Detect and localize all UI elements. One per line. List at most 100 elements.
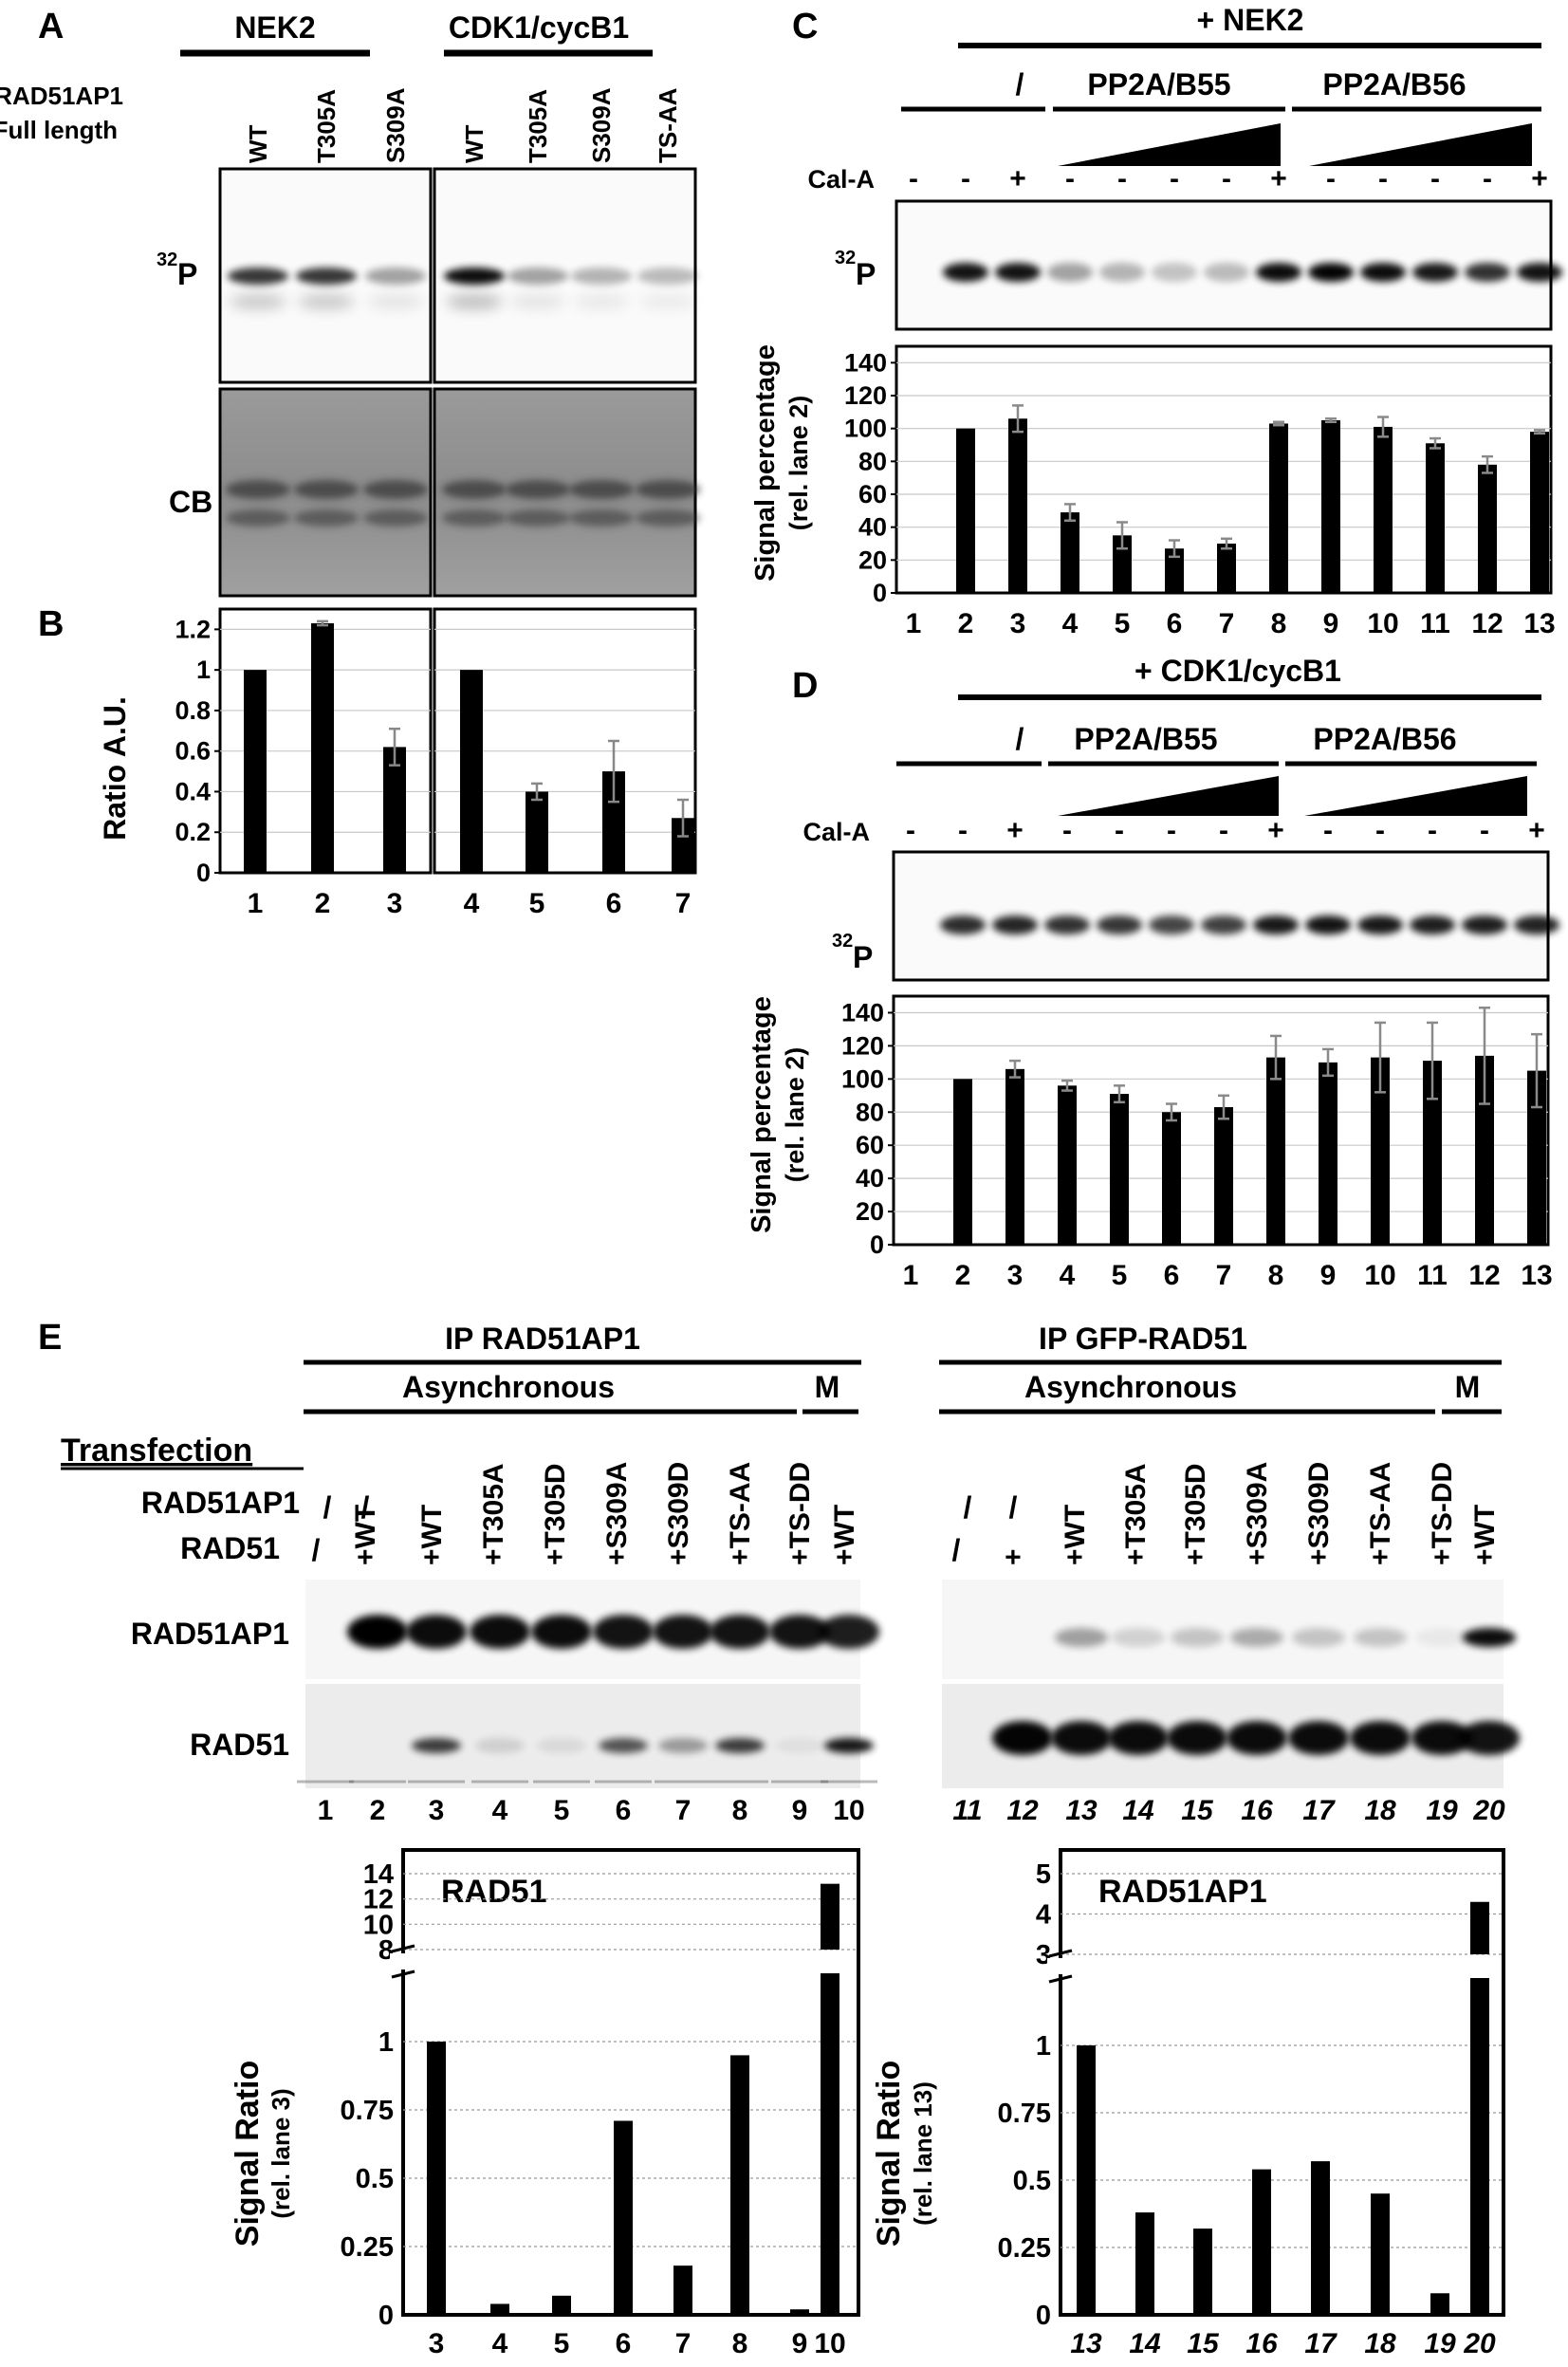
panel-a: A NEK2 CDK1/cycB1 GST-RAD51AP1 Full leng… bbox=[0, 7, 700, 598]
band-32p bbox=[992, 915, 1038, 934]
panel-e-transfection-right: ///+ +WT +T305A +T305D +S309A +S309D +TS-AA +TS… bbox=[952, 1462, 1501, 1567]
cal-sign: + bbox=[1270, 163, 1287, 194]
lane-number: 4 bbox=[492, 1795, 508, 1826]
cal-sign: + bbox=[1267, 815, 1284, 846]
band-e-ap1 bbox=[819, 1615, 879, 1649]
panel-d-wedge-b56 bbox=[1304, 776, 1527, 816]
transfection-rad51-label: / bbox=[952, 1533, 961, 1567]
bar bbox=[1008, 418, 1027, 593]
band-e-rad51 bbox=[1167, 1721, 1227, 1755]
lane-number: 10 bbox=[833, 1795, 864, 1826]
band-e-ap1 bbox=[1171, 1628, 1224, 1647]
lane-number: 7 bbox=[675, 1795, 692, 1826]
y-tick-label: 0.75 bbox=[998, 2099, 1051, 2129]
band-32p bbox=[1360, 263, 1406, 282]
panel-e-m-right: M bbox=[1455, 1370, 1481, 1404]
band-e-ap1 bbox=[710, 1615, 770, 1649]
x-tick-label: 20 bbox=[1463, 2328, 1496, 2359]
bar bbox=[1478, 464, 1497, 593]
lane-label-a-left: T305A bbox=[312, 89, 341, 163]
panel-e-label: E bbox=[38, 1318, 62, 1358]
axis-break-mark bbox=[1048, 1974, 1073, 1984]
band-e-ap1 bbox=[1055, 1628, 1108, 1647]
band-cb bbox=[363, 480, 428, 499]
blot-e-label-ap1: RAD51AP1 bbox=[131, 1617, 289, 1651]
band-e-rad51 bbox=[775, 1738, 824, 1753]
cal-sign: - bbox=[1062, 815, 1072, 846]
cal-sign: - bbox=[1323, 815, 1333, 846]
cal-sign: - bbox=[1378, 163, 1388, 194]
x-tick-label: 7 bbox=[1219, 608, 1235, 639]
band-e-rad51 bbox=[537, 1738, 586, 1753]
bar bbox=[460, 670, 483, 873]
bar bbox=[383, 747, 406, 873]
panel-c: C + NEK2 / PP2A/B55 PP2A/B56 Cal-A - - + - -… bbox=[750, 3, 1562, 639]
bar bbox=[1005, 1068, 1024, 1245]
transfection-rad51-label: +TS-DD bbox=[784, 1462, 816, 1565]
band-32p bbox=[1462, 915, 1507, 934]
cal-sign: + bbox=[1528, 815, 1545, 846]
axis-break-mark bbox=[391, 1944, 415, 1953]
lane-number: 9 bbox=[792, 1795, 808, 1826]
bar bbox=[1426, 443, 1445, 593]
band-32p bbox=[1517, 263, 1562, 282]
lane-number: 16 bbox=[1241, 1795, 1273, 1826]
bar bbox=[790, 2309, 809, 2315]
cal-sign: - bbox=[1222, 163, 1231, 194]
axis-break-mark bbox=[391, 1969, 415, 1979]
y-tick-label: 8 bbox=[378, 1935, 394, 1966]
cal-sign: - bbox=[1428, 815, 1437, 846]
panel-a-lane-labels: WT T305A S309A WT T305A S309A TS-AA bbox=[244, 87, 682, 163]
y-tick-label: 1 bbox=[196, 656, 211, 684]
x-tick-label: 3 bbox=[1007, 1260, 1024, 1291]
bar bbox=[427, 2042, 446, 2315]
panel-d-group-b55: PP2A/B55 bbox=[1074, 722, 1217, 756]
band-32p bbox=[1514, 915, 1559, 934]
cal-sign: - bbox=[906, 815, 915, 846]
bar bbox=[311, 622, 334, 873]
chart-frame bbox=[433, 607, 697, 875]
bar bbox=[1162, 1112, 1181, 1245]
cal-sign: - bbox=[1115, 815, 1124, 846]
band-cb bbox=[569, 480, 634, 499]
panel-e-async-left: Asynchronous bbox=[402, 1370, 615, 1404]
y-tick-label: 4 bbox=[1036, 1900, 1051, 1931]
cal-sign: + bbox=[1006, 815, 1024, 846]
x-tick-label: 3 bbox=[429, 2328, 445, 2359]
panel-e-transfection-left: ///+WT +WT +T305A +T305D +S309A +S309D +TS-AA +… bbox=[312, 1462, 860, 1567]
y-tick-label: 0.75 bbox=[341, 2096, 394, 2126]
band-32p bbox=[637, 268, 698, 285]
blot-a-cb-bands bbox=[226, 480, 700, 527]
x-tick-label: 2 bbox=[315, 888, 331, 919]
band-32p bbox=[943, 263, 988, 282]
y-tick-label: 120 bbox=[841, 1031, 884, 1060]
transfection-rad51-label: +WT bbox=[416, 1505, 448, 1565]
band-32p bbox=[995, 263, 1041, 282]
x-tick-label: 3 bbox=[1010, 608, 1026, 639]
x-tick-label: 10 bbox=[1364, 1260, 1395, 1291]
x-tick-label: 5 bbox=[529, 888, 545, 919]
panel-d: D + CDK1/cycB1 / PP2A/B55 PP2A/B56 Cal-A… bbox=[747, 654, 1559, 1291]
lane-number: 1 bbox=[318, 1795, 334, 1826]
construct-label-line2: Full length bbox=[0, 116, 118, 144]
x-tick-label: 3 bbox=[387, 888, 403, 919]
x-tick-label: 18 bbox=[1364, 2328, 1396, 2359]
panel-e-left-ylabel-line2: (rel. lane 3) bbox=[267, 2088, 295, 2218]
bar bbox=[490, 2303, 509, 2315]
band-e-rad51 bbox=[475, 1738, 525, 1753]
bar-upper bbox=[1470, 1901, 1489, 1954]
lane-number: 11 bbox=[952, 1795, 982, 1826]
band-e-ap1 bbox=[470, 1615, 530, 1649]
transfection-rad51-label: +T305A bbox=[478, 1463, 509, 1565]
x-tick-label: 8 bbox=[1268, 1260, 1284, 1291]
bar bbox=[673, 2265, 692, 2315]
band-e-rad51 bbox=[599, 1738, 648, 1753]
band-32p bbox=[296, 268, 357, 285]
panel-c-cal-signs: - - + - - - - + - - - - + bbox=[909, 163, 1548, 194]
panel-b-ylabel: Ratio A.U. bbox=[98, 696, 132, 841]
panel-e-row-ap1: RAD51AP1 bbox=[141, 1486, 300, 1520]
band-e-ap1 bbox=[1292, 1628, 1345, 1647]
y-tick-label: 80 bbox=[858, 447, 887, 475]
transfection-rad51-label: +WT bbox=[1060, 1505, 1091, 1565]
